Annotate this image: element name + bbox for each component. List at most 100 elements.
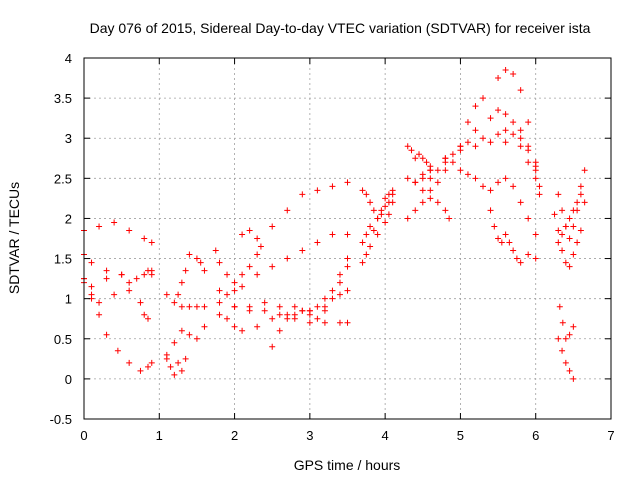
- data-point: [336, 319, 343, 326]
- data-point: [427, 175, 434, 182]
- data-point: [370, 227, 377, 234]
- data-point: [276, 311, 283, 318]
- data-point: [167, 363, 174, 370]
- data-point: [284, 255, 291, 262]
- data-point: [370, 207, 377, 214]
- data-point: [329, 295, 336, 302]
- data-point: [171, 339, 178, 346]
- series-track-20: [404, 143, 434, 170]
- data-point: [506, 239, 513, 246]
- data-point: [126, 279, 133, 286]
- data-point: [532, 163, 539, 170]
- data-point: [423, 159, 430, 166]
- data-point: [103, 275, 110, 282]
- data-point: [344, 179, 351, 186]
- series-track-24: [419, 67, 539, 178]
- data-point: [382, 195, 389, 202]
- data-point: [555, 239, 562, 246]
- series-track-3: [81, 267, 155, 290]
- data-point: [276, 303, 283, 310]
- y-tick-label: 1.5: [54, 252, 72, 267]
- data-point: [336, 291, 343, 298]
- data-point: [344, 255, 351, 262]
- data-point: [254, 323, 261, 330]
- x-tick-label: 7: [607, 428, 614, 443]
- series-track-27: [457, 167, 539, 238]
- data-point: [144, 363, 151, 370]
- data-point: [178, 367, 185, 374]
- series-track-25: [427, 107, 539, 182]
- data-point: [359, 239, 366, 246]
- series-track-9: [175, 251, 208, 298]
- y-tick-label: 1: [65, 292, 72, 307]
- data-point: [246, 263, 253, 270]
- data-point: [367, 243, 374, 250]
- data-point: [570, 223, 577, 230]
- data-point: [559, 319, 566, 326]
- data-point: [495, 179, 502, 186]
- data-point: [404, 143, 411, 150]
- data-point: [291, 303, 298, 310]
- data-point: [96, 311, 103, 318]
- data-point: [186, 251, 193, 258]
- series-track-1: [81, 219, 155, 246]
- data-point: [480, 135, 487, 142]
- data-point: [510, 247, 517, 254]
- data-point: [299, 247, 306, 254]
- data-point: [118, 271, 125, 278]
- data-point: [536, 191, 543, 198]
- data-point: [88, 291, 95, 298]
- data-point: [231, 323, 238, 330]
- data-point: [577, 227, 584, 234]
- data-point: [419, 187, 426, 194]
- data-point: [464, 171, 471, 178]
- data-point: [510, 131, 517, 138]
- data-point: [329, 287, 336, 294]
- data-point: [103, 331, 110, 338]
- data-point: [299, 307, 306, 314]
- data-point: [487, 115, 494, 122]
- data-point: [216, 299, 223, 306]
- x-axis-title: GPS time / hours: [294, 457, 401, 473]
- series-track-15: [239, 179, 351, 242]
- data-point: [254, 271, 261, 278]
- data-point: [216, 259, 223, 266]
- series-track-31: [555, 335, 577, 382]
- data-point: [246, 303, 253, 310]
- data-point: [389, 199, 396, 206]
- data-point: [336, 279, 343, 286]
- data-point: [126, 359, 133, 366]
- data-point: [291, 311, 298, 318]
- data-point: [239, 327, 246, 334]
- series-track-11: [216, 299, 351, 326]
- data-point: [472, 175, 479, 182]
- data-point: [193, 303, 200, 310]
- data-point: [495, 107, 502, 114]
- data-point: [182, 355, 189, 362]
- data-point: [269, 223, 276, 230]
- data-point: [186, 331, 193, 338]
- data-point: [197, 259, 204, 266]
- data-point: [314, 239, 321, 246]
- data-point: [434, 167, 441, 174]
- series-track-19: [359, 199, 396, 266]
- data-point: [525, 215, 532, 222]
- data-point: [566, 367, 573, 374]
- data-point: [133, 275, 140, 282]
- data-point: [382, 203, 389, 210]
- data-point: [434, 179, 441, 186]
- data-point: [111, 219, 118, 226]
- data-point: [111, 291, 118, 298]
- data-point: [359, 259, 366, 266]
- data-point: [517, 199, 524, 206]
- y-tick-label: 2: [65, 211, 72, 226]
- data-point: [363, 191, 370, 198]
- data-point: [269, 263, 276, 270]
- data-point: [329, 183, 336, 190]
- data-point: [412, 207, 419, 214]
- data-point: [261, 307, 268, 314]
- series-track-8: [163, 351, 189, 378]
- data-point: [257, 243, 264, 250]
- data-point: [126, 287, 133, 294]
- data-point: [457, 167, 464, 174]
